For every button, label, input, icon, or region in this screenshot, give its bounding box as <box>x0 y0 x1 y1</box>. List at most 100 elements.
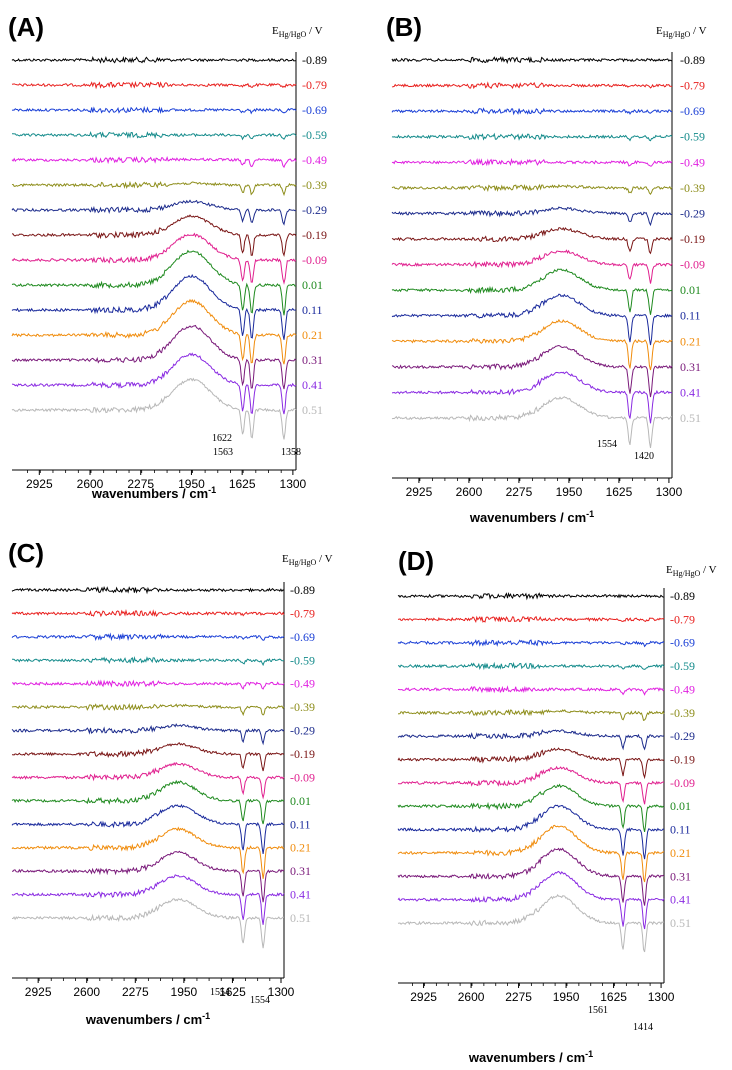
potential-label: 0.01 <box>290 794 311 808</box>
spectrum-line <box>391 183 673 196</box>
potential-label: -0.59 <box>680 130 705 144</box>
spectrum-line <box>12 655 285 667</box>
spectrum-line <box>397 592 665 601</box>
spectrum-line <box>11 249 297 316</box>
peak-annotation: 1563 <box>213 447 233 458</box>
potential-label: -0.59 <box>670 659 695 673</box>
x-tick-label: 1625 <box>219 985 246 999</box>
peak-annotation: 1420 <box>634 451 654 462</box>
spectrum-line <box>391 249 673 284</box>
potential-label: 0.51 <box>670 916 691 930</box>
potential-label: -0.89 <box>680 53 705 67</box>
x-tick-label: 2600 <box>77 477 104 491</box>
spectrum-line <box>397 708 665 721</box>
potential-header: EHg/HgO / V <box>272 25 323 39</box>
panel-label: (B) <box>386 12 422 42</box>
potential-label: -0.69 <box>670 636 695 650</box>
potential-label: 0.21 <box>670 846 691 860</box>
x-tick-label: 2925 <box>406 485 433 499</box>
potential-label: -0.79 <box>302 78 327 92</box>
potential-header: EHg/HgO / V <box>282 553 333 567</box>
potential-label: -0.89 <box>302 53 327 67</box>
peak-annotation: 1554 <box>250 995 270 1006</box>
spectrum-line <box>11 779 285 825</box>
potential-label: 0.11 <box>670 823 691 837</box>
spectrum-line <box>11 298 297 365</box>
potential-label: 0.31 <box>680 360 701 374</box>
x-tick-label: 2600 <box>456 485 483 499</box>
potential-label: 0.51 <box>290 911 311 925</box>
peak-annotation: 1554 <box>597 439 617 450</box>
x-tick-label: 1625 <box>606 485 633 499</box>
x-tick-label: 2275 <box>122 985 149 999</box>
spectrum-line <box>11 585 285 595</box>
spectrum-line <box>11 274 297 340</box>
potential-label: -0.49 <box>670 682 695 696</box>
x-axis-title: wavenumbers / cm-1 <box>91 485 216 501</box>
spectrum-line <box>11 632 285 642</box>
x-tick-label: 2275 <box>127 477 154 491</box>
spectrum-line <box>11 199 297 226</box>
spectrum-line <box>11 723 285 746</box>
spectrum-line <box>397 638 665 648</box>
x-tick-label: 1625 <box>600 990 627 1004</box>
potential-label: 0.11 <box>680 309 701 323</box>
potential-label: 0.01 <box>680 283 701 297</box>
panel-label: (D) <box>398 546 434 576</box>
potential-label: 0.51 <box>680 411 701 425</box>
spectrum-line <box>11 214 297 258</box>
potential-label: -0.69 <box>302 103 327 117</box>
potential-label: 0.11 <box>290 817 311 831</box>
x-axis-title: wavenumbers / cm-1 <box>85 1011 210 1027</box>
panel-1: (B) EHg/HgO / V 2925 2600 2275 1950 1625 1300 wa… <box>386 12 707 525</box>
panel-label: (C) <box>8 538 44 568</box>
x-axis-title: wavenumbers / cm-1 <box>468 1049 593 1065</box>
x-tick-label: 1625 <box>229 477 256 491</box>
potential-label: -0.29 <box>290 724 315 738</box>
potential-label: -0.39 <box>670 706 695 720</box>
spectrum-line <box>391 268 673 315</box>
potential-label: -0.29 <box>670 729 695 743</box>
potential-label: 0.41 <box>670 893 691 907</box>
spectrum-line <box>11 155 297 169</box>
potential-label: -0.79 <box>680 79 705 93</box>
x-tick-label: 2925 <box>26 477 53 491</box>
spectrum-line <box>11 874 285 925</box>
spectrum-line <box>397 615 665 623</box>
potential-label: -0.19 <box>670 753 695 767</box>
potential-label: 0.21 <box>302 328 323 342</box>
peak-annotation: 1622 <box>212 433 232 444</box>
x-tick-label: 1950 <box>178 477 205 491</box>
x-tick-label: 2600 <box>73 985 100 999</box>
spectrum-line <box>391 81 673 90</box>
x-tick-label: 2275 <box>505 990 532 1004</box>
peak-annotation: 1358 <box>281 447 301 458</box>
spectrum-line <box>397 804 665 860</box>
x-tick-label: 1300 <box>268 985 295 999</box>
potential-label: -0.79 <box>670 612 695 626</box>
spectrum-line <box>11 702 285 717</box>
spectrum-line <box>12 897 285 949</box>
potential-label: -0.69 <box>680 104 705 118</box>
spectrum-line <box>397 870 665 930</box>
x-tick-label: 1950 <box>171 985 198 999</box>
spectrum-line <box>391 132 673 142</box>
spectrum-line <box>11 180 297 197</box>
potential-label: -0.39 <box>680 181 705 195</box>
spectrum-line <box>12 850 285 903</box>
spectrum-line <box>11 742 285 772</box>
spectrum-line <box>397 783 665 833</box>
potential-label: 0.01 <box>302 278 323 292</box>
spectrum-line <box>391 157 673 167</box>
spectrum-line <box>12 130 297 141</box>
x-tick-label: 1950 <box>556 485 583 499</box>
spectrum-line <box>11 324 297 390</box>
spectrum-line <box>397 765 665 805</box>
potential-label: -0.19 <box>680 232 705 246</box>
potential-label: -0.09 <box>290 770 315 784</box>
x-tick-label: 1300 <box>656 485 683 499</box>
potential-label: 0.31 <box>290 864 311 878</box>
spectrum-line <box>391 396 673 448</box>
potential-label: -0.09 <box>302 253 327 267</box>
